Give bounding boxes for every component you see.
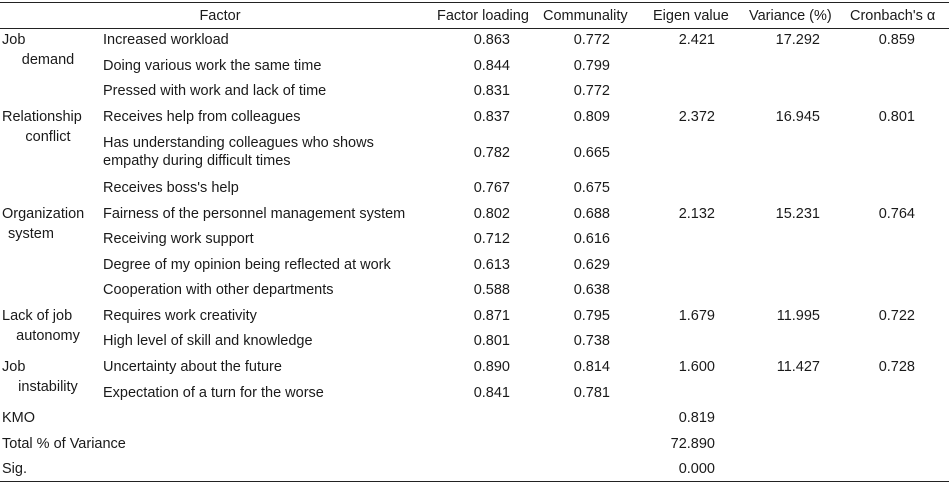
group-variance: 16.945 xyxy=(775,109,820,125)
item-loading: 0.831 xyxy=(473,83,510,99)
item-label: Receives help from colleagues xyxy=(103,109,301,125)
item-label: Has understanding colleagues who shows e… xyxy=(103,135,374,169)
group-alpha: 0.859 xyxy=(878,32,915,48)
item-label: Fairness of the personnel management sys… xyxy=(103,206,406,222)
group-eigen: 2.421 xyxy=(678,32,715,48)
group-alpha: 0.722 xyxy=(878,308,915,324)
item-communality: 0.809 xyxy=(573,109,610,125)
item-loading: 0.841 xyxy=(473,385,510,401)
item-label: High level of skill and knowledge xyxy=(103,333,313,349)
item-communality: 0.665 xyxy=(573,145,610,161)
item-loading: 0.782 xyxy=(473,145,510,161)
summary-value-sig: 0.000 xyxy=(678,461,715,477)
item-loading: 0.844 xyxy=(473,58,510,74)
item-label: Pressed with work and lack of time xyxy=(103,83,327,99)
item-loading: 0.837 xyxy=(473,109,510,125)
header-cronbach-alpha: Cronbach's α xyxy=(850,8,936,24)
item-label: Uncertainty about the future xyxy=(103,359,282,375)
group-name-line2: demand xyxy=(21,52,75,68)
header-bottom-rule xyxy=(0,28,949,29)
item-loading: 0.801 xyxy=(473,333,510,349)
header-variance: Variance (%) xyxy=(749,8,832,24)
group-name-line1: Relationship xyxy=(2,109,82,125)
group-name-line2: system xyxy=(8,226,54,242)
item-communality: 0.795 xyxy=(573,308,610,324)
table-top-rule xyxy=(0,2,949,3)
summary-label-kmo: KMO xyxy=(2,410,36,426)
item-communality: 0.799 xyxy=(573,58,610,74)
item-communality: 0.616 xyxy=(573,231,610,247)
group-name-line2: conflict xyxy=(25,129,71,145)
group-eigen: 1.600 xyxy=(678,359,715,375)
item-label: Cooperation with other departments xyxy=(103,282,334,298)
item-label: Requires work creativity xyxy=(103,308,257,324)
group-name-line1: Job xyxy=(2,32,26,48)
item-loading: 0.767 xyxy=(473,180,510,196)
item-loading: 0.712 xyxy=(473,231,510,247)
item-label: Doing various work the same time xyxy=(103,58,322,74)
item-communality: 0.629 xyxy=(573,257,610,273)
group-alpha: 0.728 xyxy=(878,359,915,375)
item-loading: 0.613 xyxy=(473,257,510,273)
group-eigen: 2.372 xyxy=(678,109,715,125)
header-factor-loading: Factor loading xyxy=(437,8,529,24)
item-loading: 0.890 xyxy=(473,359,510,375)
item-communality: 0.814 xyxy=(573,359,610,375)
item-communality: 0.772 xyxy=(573,83,610,99)
group-variance: 15.231 xyxy=(775,206,820,222)
table-bottom-rule xyxy=(0,481,949,482)
item-communality: 0.638 xyxy=(573,282,610,298)
item-communality: 0.738 xyxy=(573,333,610,349)
header-eigen-value: Eigen value xyxy=(653,8,729,24)
summary-value-total-variance: 72.890 xyxy=(670,436,715,452)
item-communality: 0.675 xyxy=(573,180,610,196)
group-name-line1: Job xyxy=(2,359,26,375)
group-eigen: 2.132 xyxy=(678,206,715,222)
group-name-line1: Organization xyxy=(2,206,85,222)
item-label: Expectation of a turn for the worse xyxy=(103,385,324,401)
group-alpha: 0.764 xyxy=(878,206,915,222)
item-label: Degree of my opinion being reflected at … xyxy=(103,257,391,273)
item-loading: 0.863 xyxy=(473,32,510,48)
summary-value-kmo: 0.819 xyxy=(678,410,715,426)
item-label: Receives boss's help xyxy=(103,180,239,196)
group-name-line1: Lack of job xyxy=(2,308,73,324)
item-label: Receiving work support xyxy=(103,231,254,247)
summary-label-sig: Sig. xyxy=(2,461,27,477)
header-factor: Factor xyxy=(199,8,241,24)
group-name-line2: instability xyxy=(18,379,78,395)
item-loading: 0.871 xyxy=(473,308,510,324)
item-communality: 0.688 xyxy=(573,206,610,222)
item-communality: 0.772 xyxy=(573,32,610,48)
item-loading: 0.802 xyxy=(473,206,510,222)
group-variance: 17.292 xyxy=(775,32,820,48)
item-loading: 0.588 xyxy=(473,282,510,298)
group-variance: 11.995 xyxy=(776,308,820,324)
group-name-line2: autonomy xyxy=(16,328,80,344)
summary-label-total-variance: Total % of Variance xyxy=(2,436,126,452)
group-eigen: 1.679 xyxy=(678,308,715,324)
group-alpha: 0.801 xyxy=(878,109,915,125)
item-communality: 0.781 xyxy=(573,385,610,401)
item-label: Increased workload xyxy=(103,32,229,48)
header-communality: Communality xyxy=(543,8,628,24)
group-variance: 11.427 xyxy=(776,359,820,375)
